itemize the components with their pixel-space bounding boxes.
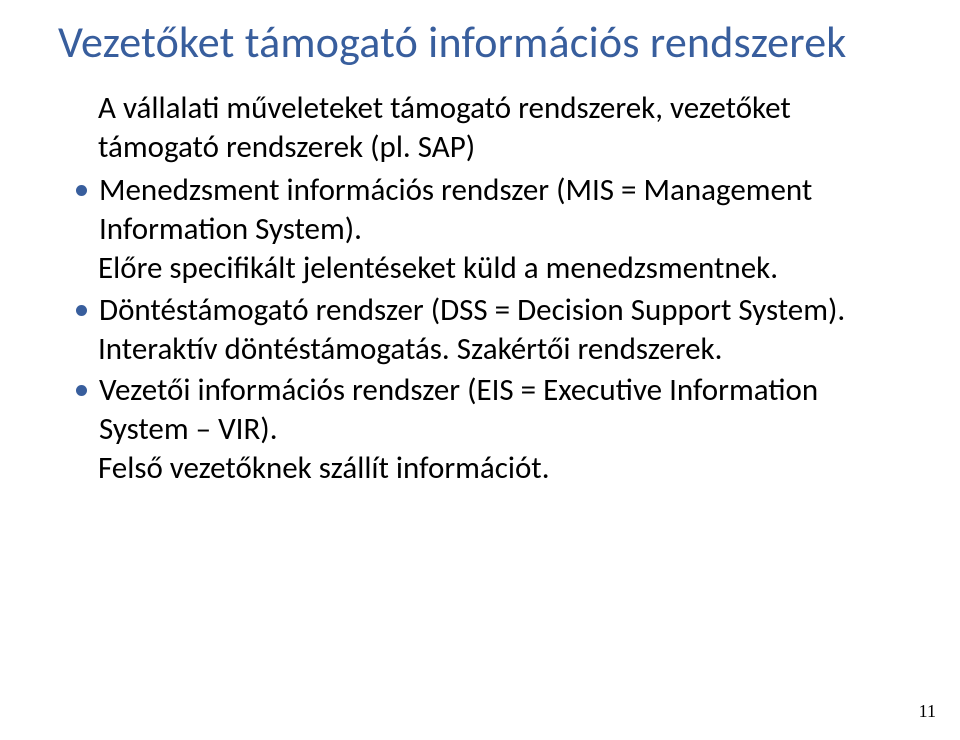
bullet-item-1: Menedzsment információs rendszer (MIS = … (76, 171, 902, 249)
bullet-item-2: Döntéstámogató rendszer (DSS = Decision … (76, 291, 902, 330)
bullet-sub-2: Interaktív döntéstámogatás. Szakértői re… (98, 330, 902, 369)
slide-body: A vállalati műveleteket támogató rendsze… (58, 89, 902, 487)
bullet-icon (76, 185, 87, 196)
bullet-item-3: Vezetői információs rendszer (EIS = Exec… (76, 371, 902, 449)
bullet-icon (76, 385, 87, 396)
intro-text: A vállalati műveleteket támogató rendsze… (98, 89, 902, 167)
page-number: 11 (919, 701, 936, 722)
slide-title: Vezetőket támogató információs rendszere… (58, 18, 902, 67)
bullet-text-3: Vezetői információs rendszer (EIS = Exec… (99, 371, 902, 449)
bullet-sub-3: Felső vezetőknek szállít információt. (98, 449, 902, 488)
slide-container: Vezetőket támogató információs rendszere… (0, 0, 960, 488)
bullet-icon (76, 305, 87, 316)
bullet-text-2: Döntéstámogató rendszer (DSS = Decision … (99, 291, 902, 330)
bullet-sub-1: Előre specifikált jelentéseket küld a me… (98, 249, 902, 288)
bullet-text-1: Menedzsment információs rendszer (MIS = … (99, 171, 902, 249)
